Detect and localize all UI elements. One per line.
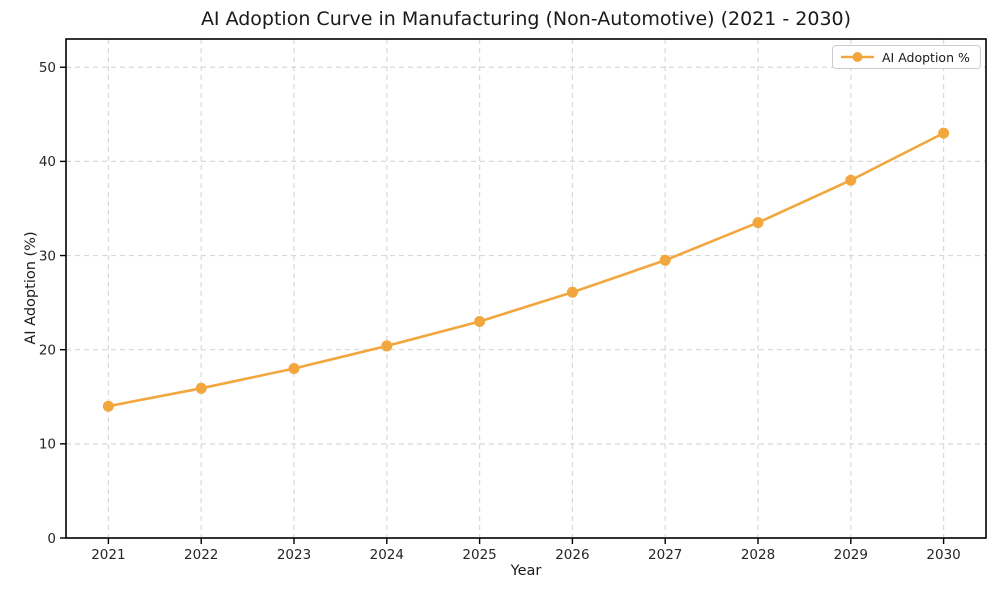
y-tick-label: 0 [47,531,56,547]
data-point-2025 [474,315,486,327]
x-tick-label: 2021 [91,547,125,563]
y-tick-label: 50 [39,60,56,76]
x-tick-label: 2023 [277,547,311,563]
data-point-2021 [102,400,114,412]
y-axis-label: AI Adoption (%) [23,231,39,345]
legend: AI Adoption % [832,45,981,69]
data-point-2026 [566,286,578,298]
data-point-2028 [752,217,764,229]
y-tick-label: 40 [39,154,56,170]
data-point-2024 [381,340,393,352]
x-tick-label: 2026 [555,547,589,563]
legend-label: AI Adoption % [882,49,970,65]
x-tick-label: 2028 [741,547,775,563]
x-tick-label: 2025 [462,547,496,563]
x-tick-label: 2029 [834,547,868,563]
data-point-2029 [845,174,857,186]
x-tick-label: 2030 [926,547,960,563]
y-tick-label: 10 [39,437,56,453]
data-point-2022 [195,382,207,394]
legend-line-marker-icon [841,52,874,62]
x-tick-label: 2027 [648,547,682,563]
data-point-2030 [938,127,950,139]
data-point-2027 [659,254,671,266]
plot-border [65,38,987,539]
y-tick-label: 20 [39,342,56,358]
x-tick-label: 2022 [184,547,218,563]
x-axis-label: Year [510,563,542,579]
data-point-2023 [288,363,300,375]
y-tick-label: 30 [39,248,56,264]
chart-title: AI Adoption Curve in Manufacturing (Non-… [200,8,852,30]
series-line [107,131,945,408]
x-tick-label: 2024 [370,547,404,563]
